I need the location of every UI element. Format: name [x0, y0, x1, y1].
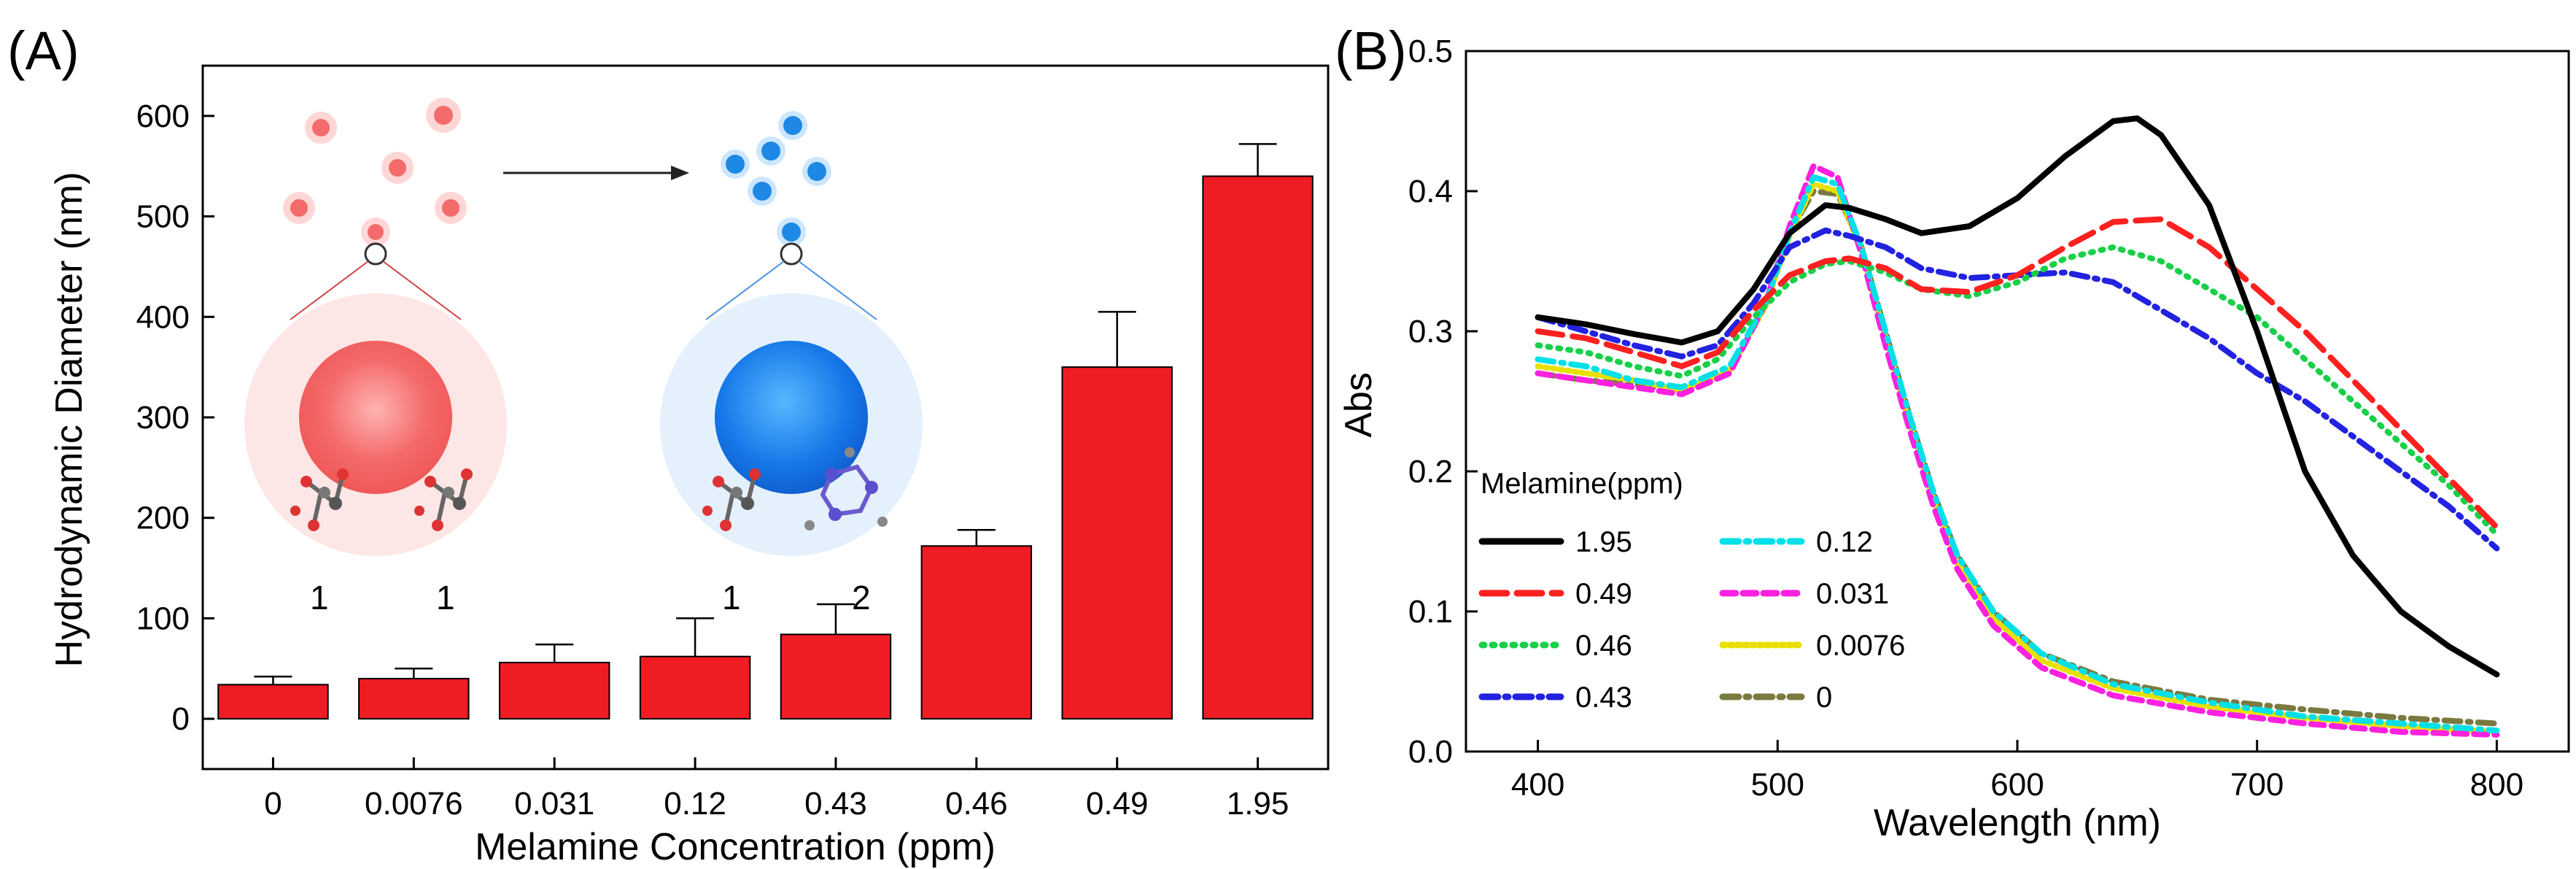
series-line	[1535, 174, 2500, 734]
y-tick-label: 100	[136, 600, 190, 636]
series-line	[1535, 227, 2500, 552]
bar	[1061, 366, 1173, 720]
x-tick-label: 500	[1751, 767, 1804, 803]
panel-a-x-axis-title: Melamine Concentration (ppm)	[475, 826, 996, 868]
x-tick-label: 0.49	[1086, 786, 1149, 822]
red-nanoparticle	[299, 341, 452, 494]
legend-label: 0.031	[1816, 578, 1889, 610]
series-line	[1535, 244, 2500, 538]
bar	[639, 655, 751, 720]
y-tick-label: 0.4	[1408, 174, 1453, 209]
molecule-label: 1	[722, 579, 741, 617]
y-tick-label: 500	[136, 199, 190, 235]
inset-illustration: 1 1	[244, 98, 923, 617]
panel-a: (A) 0 100 200 300 400 500 600 0 0.0076 0.031 0.12…	[7, 20, 1330, 868]
bar	[498, 662, 610, 720]
blue-nanoparticle	[715, 341, 868, 494]
bar	[217, 684, 329, 720]
panel-b-y-axis-title: Abs	[1338, 372, 1380, 438]
y-tick-label: 0.5	[1408, 34, 1453, 69]
legend-label: 0.49	[1575, 578, 1632, 610]
y-tick-label: 0	[172, 701, 190, 737]
x-tick-label: 0.031	[514, 786, 594, 822]
y-tick-label: 600	[136, 99, 190, 134]
y-tick-label: 0.0	[1408, 734, 1453, 770]
x-tick-label: 800	[2470, 767, 2523, 803]
x-tick-label: 0	[264, 786, 282, 822]
legend-label: 0	[1816, 681, 1832, 714]
citrate-molecule	[414, 468, 473, 531]
x-tick-label: 600	[1990, 767, 2044, 803]
series-line	[1535, 163, 2500, 738]
y-tick-label: 0.1	[1408, 594, 1453, 630]
y-tick-label: 400	[136, 299, 190, 335]
series-line	[1535, 188, 2500, 727]
panel-b: (B) 0.0 0.1 0.2 0.3 0.4 0.5 400 500 600 700 800 M…	[1335, 20, 2570, 844]
x-tick-label: 0.0076	[365, 786, 463, 822]
blue-particles	[721, 111, 831, 247]
panel-b-x-axis-title: Wavelength (nm)	[1874, 802, 2161, 844]
series-line	[1535, 115, 2500, 678]
molecule-label: 1	[310, 579, 329, 617]
bar	[780, 633, 892, 720]
panel-a-y-axis-title: Hydrodynamic Diameter (nm)	[48, 171, 90, 667]
x-tick-label: 0.43	[804, 786, 867, 822]
panel-b-series	[1535, 115, 2500, 738]
bar	[358, 678, 470, 720]
citrate-molecule	[290, 468, 349, 531]
panel-b-y-ticks: 0.0 0.1 0.2 0.3 0.4 0.5	[1408, 34, 1478, 770]
x-tick-label: 400	[1511, 767, 1564, 803]
legend-label: 0.43	[1575, 681, 1632, 714]
molecule-label: 1	[436, 579, 455, 617]
bar	[920, 545, 1033, 720]
molecule-label: 2	[852, 579, 871, 617]
bar	[1202, 175, 1314, 720]
y-tick-label: 300	[136, 400, 190, 436]
legend-label: 0.12	[1816, 526, 1873, 558]
citrate-molecule	[702, 468, 761, 531]
zoom-anchor-red	[364, 242, 387, 266]
y-tick-label: 0.2	[1408, 454, 1453, 490]
x-tick-label: 700	[2230, 767, 2284, 803]
panel-a-x-ticks: 0 0.0076 0.031 0.12 0.43 0.46 0.49 1.95	[264, 757, 1289, 822]
red-particles	[283, 98, 467, 247]
panel-a-bars	[217, 143, 1314, 720]
series-line	[1535, 216, 2500, 530]
legend-label: 1.95	[1575, 526, 1632, 558]
panel-b-legend: Melamine(ppm) 1.95 0.49 0.46 0.43 0.12 0.031 0…	[1478, 468, 1905, 714]
panel-a-y-ticks: 0 100 200 300 400 500 600	[136, 99, 214, 737]
arrow-head-icon	[671, 166, 689, 180]
x-tick-label: 0.12	[664, 786, 726, 822]
panel-b-x-ticks: 400 500 600 700 800	[1511, 740, 2523, 803]
zoom-anchor-blue	[780, 242, 803, 266]
panel-b-label: (B)	[1335, 20, 1407, 81]
x-tick-label: 1.95	[1227, 786, 1289, 822]
legend-title: Melamine(ppm)	[1481, 468, 1683, 500]
legend-label: 0.46	[1575, 630, 1632, 662]
legend-label: 0.0076	[1816, 630, 1905, 662]
panel-a-label: (A)	[7, 20, 79, 81]
x-tick-label: 0.46	[945, 786, 1008, 822]
melamine-molecule	[804, 447, 888, 530]
y-tick-label: 0.3	[1408, 314, 1453, 349]
y-tick-label: 200	[136, 501, 190, 536]
